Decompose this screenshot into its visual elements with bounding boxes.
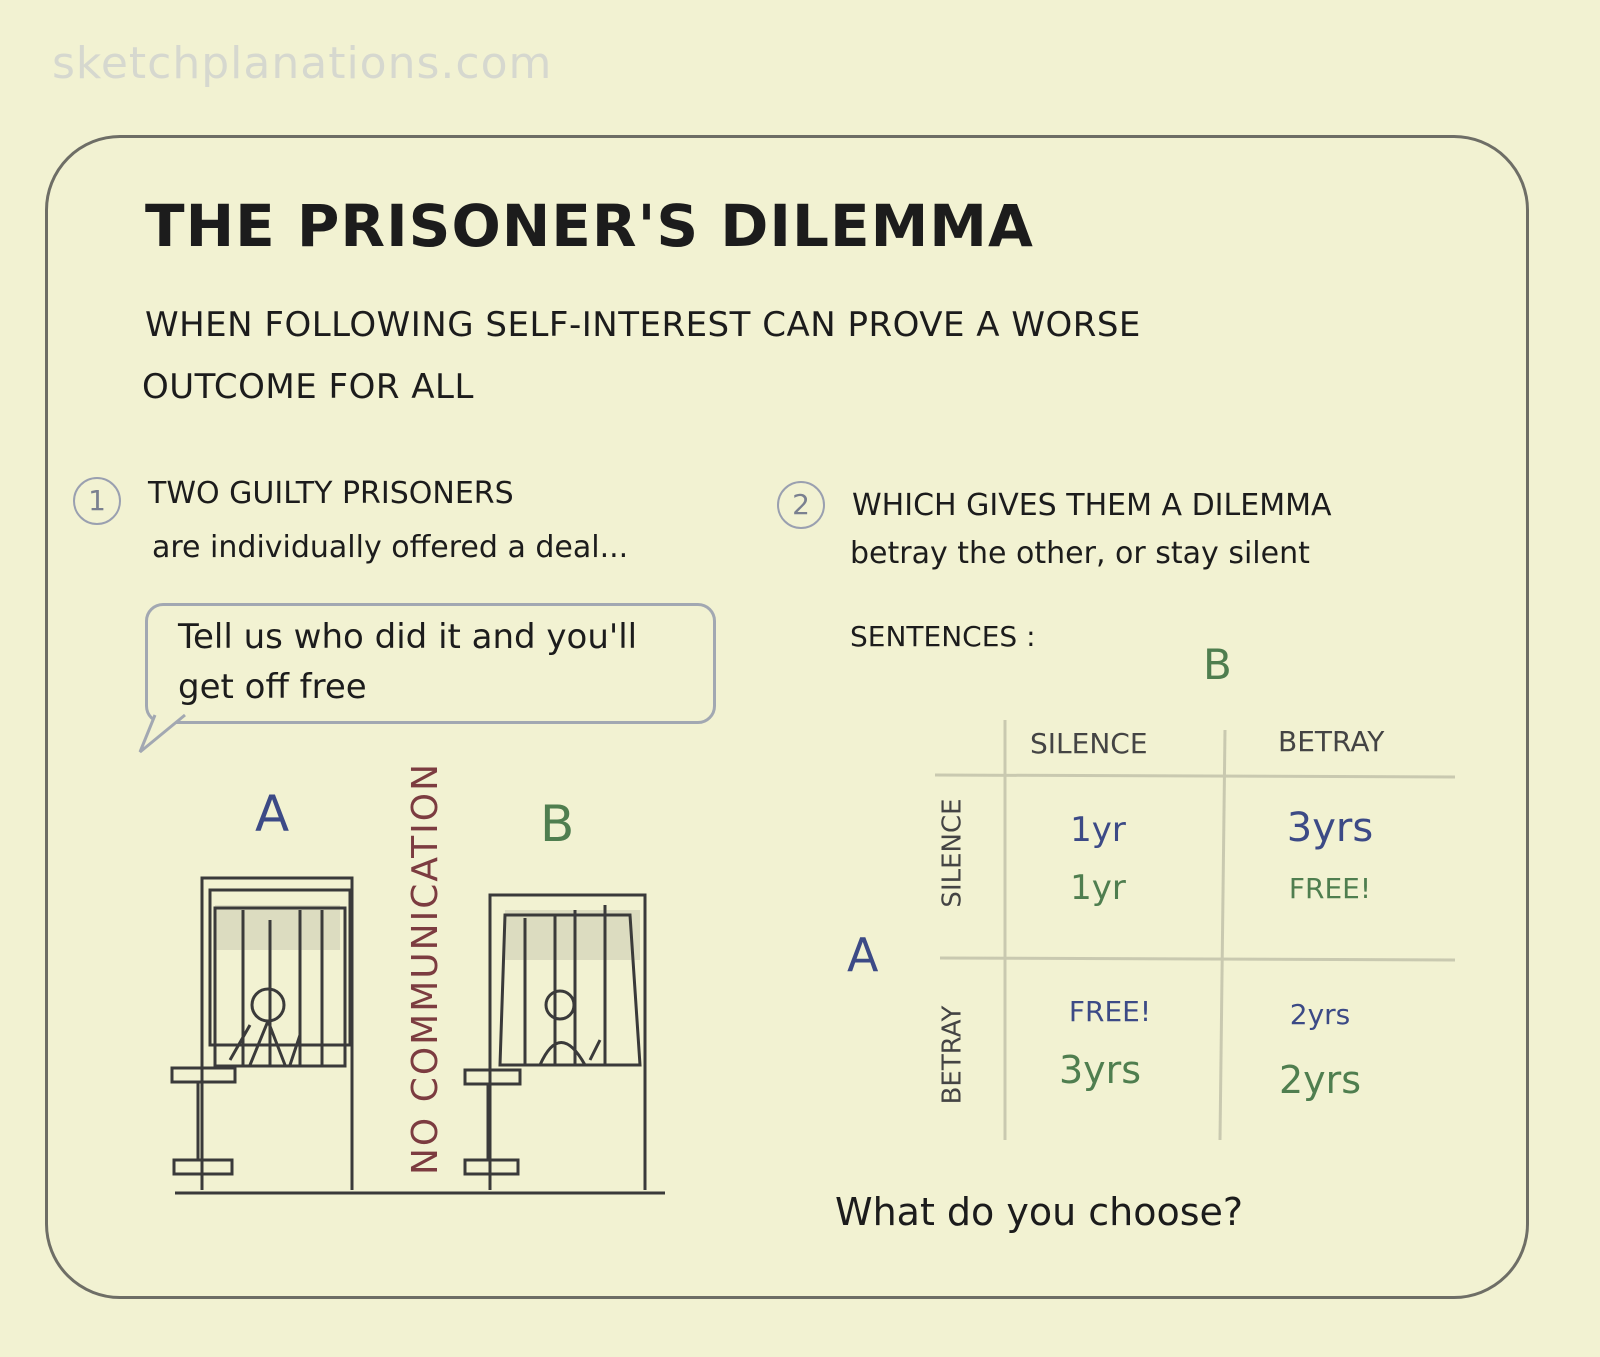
step-number-2: 2: [777, 481, 825, 529]
col-header-betray: BETRAY: [1278, 725, 1385, 758]
section2-line1: WHICH GIVES THEM A DILEMMA: [852, 488, 1332, 523]
prison-cells-illustration: [170, 876, 665, 1195]
page-title: THE PRISONER'S DILEMMA: [145, 192, 1034, 260]
subtitle-line-1: WHEN FOLLOWING SELF-INTEREST CAN PROVE A…: [145, 305, 1141, 345]
matrix-row-player-a: A: [847, 928, 879, 982]
speech-bubble-text: Tell us who did it and you'll get off fr…: [178, 617, 638, 707]
cell-silence-silence-b: 1yr: [1070, 868, 1126, 908]
cell-silence-silence-a: 1yr: [1070, 810, 1126, 850]
col-header-silence: SILENCE: [1030, 727, 1148, 760]
cell-betray-silence-b: 3yrs: [1058, 1048, 1142, 1092]
speech-bubble-tail: [138, 713, 186, 754]
row-header-silence: SILENCE: [937, 798, 968, 908]
matrix-column-player-b: B: [1203, 640, 1232, 689]
cell-betray-betray-a: 2yrs: [1289, 998, 1351, 1031]
section1-line2: are individually offered a deal...: [152, 530, 629, 565]
section2-line2: betray the other, or stay silent: [850, 536, 1310, 571]
subtitle-line-2: OUTCOME FOR ALL: [142, 367, 474, 407]
step-number-1: 1: [73, 477, 121, 525]
card-frame: [45, 135, 1529, 1299]
cell-betray-silence-a: FREE!: [1068, 995, 1152, 1028]
closing-question: What do you choose?: [835, 1190, 1244, 1234]
payoff-matrix-grid: [934, 720, 1456, 1141]
cell-betray-betray-b: 2yrs: [1278, 1058, 1362, 1102]
row-header-betray: BETRAY: [937, 1005, 968, 1105]
sentences-label: SENTENCES :: [850, 620, 1036, 653]
section1-line1: TWO GUILTY PRISONERS: [148, 476, 514, 511]
prisoner-b-label: B: [540, 795, 575, 853]
cell-door-a: [170, 876, 354, 1190]
cell-silence-betray-b: FREE!: [1288, 872, 1372, 905]
prisoner-a-label: A: [255, 785, 290, 843]
watermark: sketchplanations.com: [52, 38, 553, 89]
speech-bubble: [145, 603, 716, 724]
cell-silence-betray-a: 3yrs: [1286, 805, 1374, 851]
cell-door-b: [463, 893, 647, 1190]
